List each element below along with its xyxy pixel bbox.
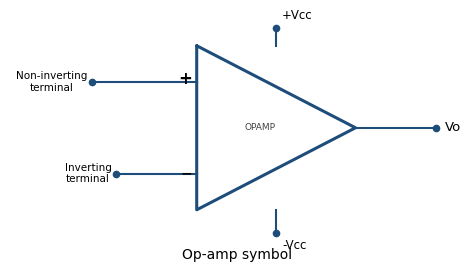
Text: -Vcc: -Vcc bbox=[282, 239, 306, 252]
Text: Non-inverting
terminal: Non-inverting terminal bbox=[16, 71, 88, 93]
Text: OPAMP: OPAMP bbox=[244, 123, 275, 132]
Text: Inverting
terminal: Inverting terminal bbox=[64, 163, 111, 184]
Text: Vo: Vo bbox=[445, 121, 461, 134]
Text: +Vcc: +Vcc bbox=[282, 9, 313, 22]
Text: +: + bbox=[178, 70, 192, 88]
Text: −: − bbox=[180, 167, 192, 180]
Text: Op-amp symbol: Op-amp symbol bbox=[182, 248, 292, 262]
